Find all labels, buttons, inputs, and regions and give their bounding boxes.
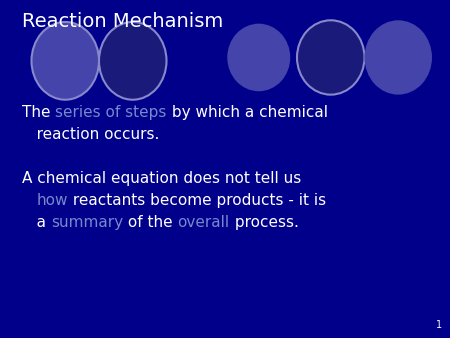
Text: series of steps: series of steps [55, 105, 167, 120]
Text: The: The [22, 105, 55, 120]
Text: 1: 1 [436, 320, 442, 330]
Text: reactants become products - it is: reactants become products - it is [68, 193, 326, 208]
Ellipse shape [99, 22, 166, 100]
Text: summary: summary [51, 215, 123, 230]
Text: process.: process. [230, 215, 298, 230]
Ellipse shape [364, 20, 432, 95]
Text: of the: of the [123, 215, 177, 230]
Text: how: how [36, 193, 68, 208]
Text: Reaction Mechanism: Reaction Mechanism [22, 12, 223, 31]
Text: a: a [22, 215, 51, 230]
Ellipse shape [227, 24, 290, 91]
Ellipse shape [32, 22, 99, 100]
Text: A chemical equation does not tell us: A chemical equation does not tell us [22, 171, 301, 186]
Text: by which a chemical: by which a chemical [167, 105, 328, 120]
Ellipse shape [297, 20, 364, 95]
Text: overall: overall [177, 215, 230, 230]
Text: reaction occurs.: reaction occurs. [22, 127, 159, 142]
